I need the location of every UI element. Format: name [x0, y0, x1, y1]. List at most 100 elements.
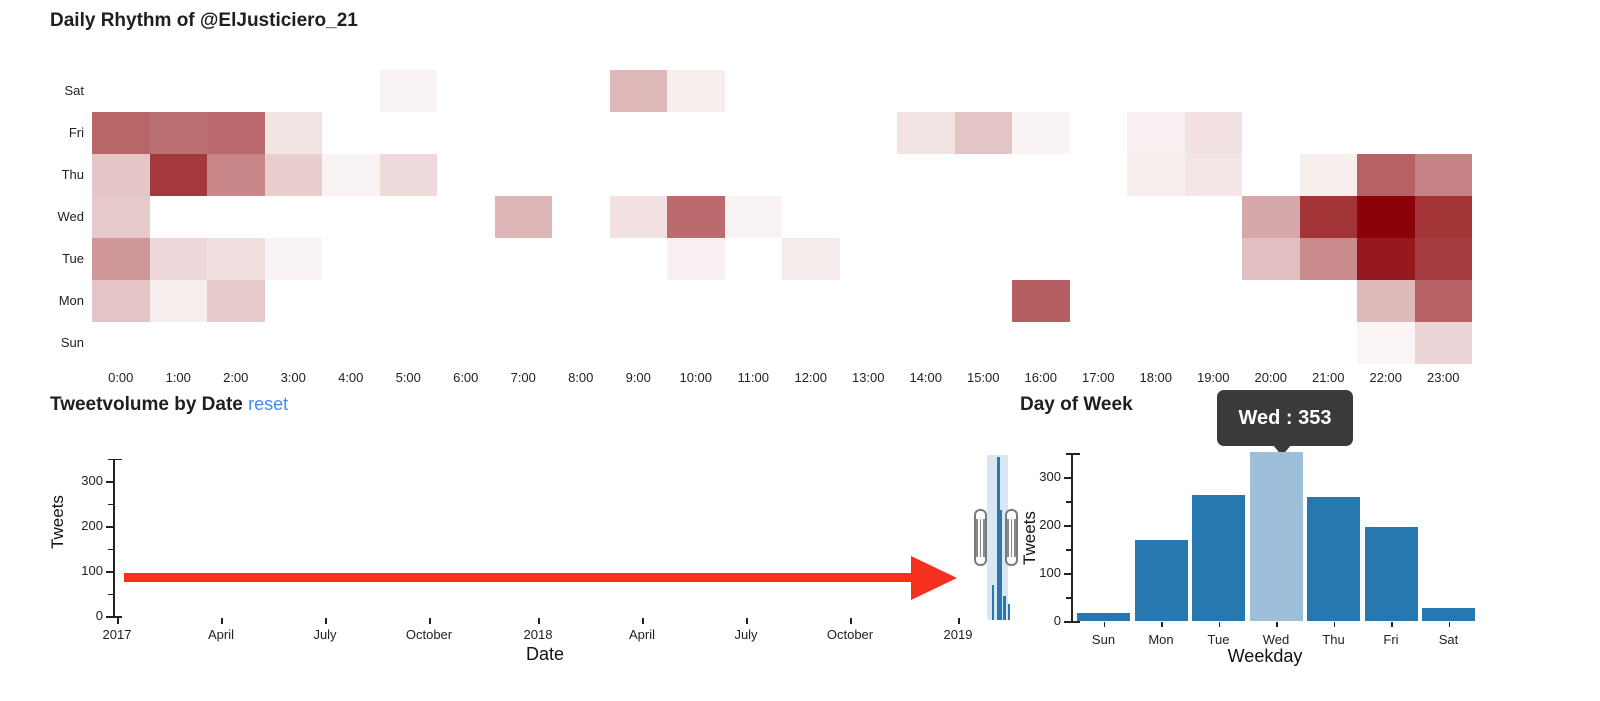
bar-label-Sun: Sun: [1091, 632, 1116, 647]
heatmap-row-label-Fri: Fri: [68, 125, 84, 140]
heatmap-cell-Mon-2:00[interactable]: [207, 280, 265, 322]
bar-Tue[interactable]: [1192, 495, 1245, 621]
x-tick-label-2018: 2018: [523, 627, 553, 642]
heatmap-cell-Fri-2:00[interactable]: [207, 112, 265, 154]
bar-label-Tue: Tue: [1207, 632, 1230, 647]
tweet-spike-3: [992, 585, 994, 620]
heatmap-cell-Fri-15:00[interactable]: [954, 112, 1012, 154]
x-tick: [850, 618, 852, 624]
heatmap-cell-Thu-19:00[interactable]: [1184, 154, 1242, 196]
heatmap-cell-Thu-21:00[interactable]: [1299, 154, 1357, 196]
heatmap-cell-Thu-0:00[interactable]: [92, 154, 150, 196]
heatmap-cell-Mon-16:00[interactable]: [1012, 280, 1070, 322]
heatmap-row-label-Sat: Sat: [64, 83, 84, 98]
brush-handle-left[interactable]: [974, 509, 987, 566]
y-tick-label: 300: [81, 473, 103, 488]
heatmap-cell-Thu-23:00[interactable]: [1414, 154, 1472, 196]
date-chart-ylabel: Tweets: [48, 495, 67, 549]
heatmap-cell-Sat-10:00[interactable]: [667, 70, 725, 112]
brush-handle-right[interactable]: [1005, 509, 1018, 566]
heatmap-col-label-15:00: 15:00: [966, 370, 1000, 385]
heatmap-cell-Fri-19:00[interactable]: [1184, 112, 1242, 154]
heatmap-cell-Mon-23:00[interactable]: [1414, 280, 1472, 322]
bar-Thu[interactable]: [1307, 497, 1360, 621]
heatmap-cell-Fri-0:00[interactable]: [92, 112, 150, 154]
heatmap-cell-Thu-4:00[interactable]: [322, 154, 380, 196]
heatmap-cell-Fri-3:00[interactable]: [264, 112, 322, 154]
heatmap-cell-Thu-18:00[interactable]: [1127, 154, 1185, 196]
y-tick: [1066, 453, 1071, 455]
heatmap-cell-Wed-20:00[interactable]: [1242, 196, 1300, 238]
heatmap-cell-Mon-0:00[interactable]: [92, 280, 150, 322]
heatmap-col-label-9:00: 9:00: [625, 370, 651, 385]
heatmap-cell-Mon-1:00[interactable]: [149, 280, 207, 322]
heatmap-cell-Thu-22:00[interactable]: [1357, 154, 1415, 196]
y-axis-bottom-cap: [1071, 621, 1080, 623]
heatmap-cell-Sun-22:00[interactable]: [1357, 322, 1415, 364]
heatmap-col-label-0:00: 0:00: [108, 370, 134, 385]
heatmap-cell-Wed-22:00[interactable]: [1357, 196, 1415, 238]
bar-Fri[interactable]: [1364, 527, 1418, 621]
x-tick-label-July: July: [734, 627, 758, 642]
heatmap-cell-Thu-5:00[interactable]: [379, 154, 437, 196]
heatmap-cell-Thu-2:00[interactable]: [207, 154, 265, 196]
heatmap-cell-Tue-20:00[interactable]: [1242, 238, 1300, 280]
x-tick: [1448, 622, 1450, 627]
heatmap-cell-Wed-7:00[interactable]: [494, 196, 552, 238]
heatmap-cell-Thu-1:00[interactable]: [149, 154, 207, 196]
heatmap-cell-Thu-3:00[interactable]: [264, 154, 322, 196]
heatmap-cell-Tue-10:00[interactable]: [667, 238, 725, 280]
heatmap-cell-Fri-16:00[interactable]: [1012, 112, 1070, 154]
x-tick: [1333, 622, 1335, 627]
heatmap-cell-Wed-9:00[interactable]: [609, 196, 667, 238]
heatmap-col-label-8:00: 8:00: [568, 370, 594, 385]
heatmap-cell-Tue-2:00[interactable]: [207, 238, 265, 280]
heatmap-cell-Sat-5:00[interactable]: [379, 70, 437, 112]
heatmap-cell-Tue-1:00[interactable]: [149, 238, 207, 280]
heatmap-cell-Mon-22:00[interactable]: [1357, 280, 1415, 322]
y-tick: [108, 503, 113, 505]
y-tick: [106, 481, 113, 483]
heatmap-cell-Fri-14:00[interactable]: [897, 112, 955, 154]
heatmap-col-label-5:00: 5:00: [395, 370, 421, 385]
heatmap-cell-Tue-3:00[interactable]: [264, 238, 322, 280]
bar-Wed[interactable]: [1249, 452, 1303, 621]
heatmap-cell-Fri-18:00[interactable]: [1127, 112, 1185, 154]
day-of-week-chart: 0 100 200 300 Sun Mon Tue Wed Thu Fri Sat: [1000, 430, 1600, 701]
x-tick-label-2019: 2019: [943, 627, 973, 642]
heatmap-col-label-14:00: 14:00: [909, 370, 943, 385]
heatmap-col-label-20:00: 20:00: [1254, 370, 1288, 385]
y-tick: [1066, 597, 1071, 599]
heatmap-col-label-17:00: 17:00: [1081, 370, 1115, 385]
heatmap-cell-Tue-21:00[interactable]: [1299, 238, 1357, 280]
y-axis-top-cap: [113, 458, 122, 460]
y-axis-top-cap: [1071, 453, 1080, 455]
y-tick-label: 200: [1039, 517, 1061, 532]
y-tick: [1064, 621, 1071, 623]
heatmap-cell-Tue-12:00[interactable]: [782, 238, 840, 280]
heatmap-cell-Tue-0:00[interactable]: [92, 238, 150, 280]
heatmap-cell-Tue-23:00[interactable]: [1414, 238, 1472, 280]
x-tick-label-July: July: [313, 627, 337, 642]
x-tick: [538, 618, 540, 624]
heatmap-cell-Fri-1:00[interactable]: [149, 112, 207, 154]
heatmap-cell-Wed-10:00[interactable]: [667, 196, 725, 238]
heatmap-cell-Wed-23:00[interactable]: [1414, 196, 1472, 238]
heatmap-cell-Tue-22:00[interactable]: [1357, 238, 1415, 280]
tweet-spike-5: [1008, 604, 1010, 620]
heatmap-cell-Sat-9:00[interactable]: [609, 70, 667, 112]
heatmap-cell-Sun-23:00[interactable]: [1414, 322, 1472, 364]
bar-Sat[interactable]: [1422, 608, 1475, 621]
heatmap-col-label-1:00: 1:00: [165, 370, 191, 385]
bar-Sun[interactable]: [1077, 613, 1130, 621]
weekday-chart-ylabel: Tweets: [1020, 511, 1039, 565]
heatmap-cell-Wed-0:00[interactable]: [92, 196, 150, 238]
reset-link[interactable]: reset: [248, 394, 289, 414]
grip-icon: [1010, 518, 1013, 557]
y-tick: [1064, 477, 1071, 479]
heatmap-cell-Wed-21:00[interactable]: [1299, 196, 1357, 238]
heatmap-col-label-12:00: 12:00: [794, 370, 828, 385]
heatmap-cell-Wed-11:00[interactable]: [724, 196, 782, 238]
y-tick-label: 0: [95, 608, 103, 623]
bar-Mon[interactable]: [1134, 540, 1188, 621]
